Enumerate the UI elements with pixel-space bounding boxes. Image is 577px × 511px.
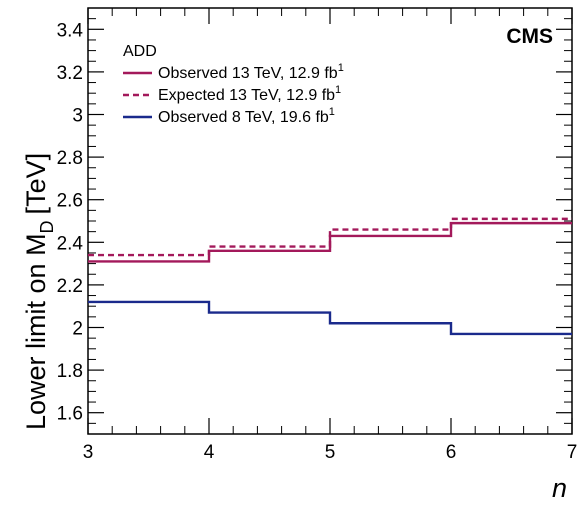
x-tick-label: 7 (567, 442, 577, 463)
y-axis-label: Lower limit on MD [TeV] (21, 153, 57, 430)
legend-entry-1: Expected 13 TeV, 12.9 fb1 (158, 84, 341, 104)
y-tick-label: 3.4 (57, 20, 84, 41)
legend-entry-0: Observed 13 TeV, 12.9 fb1 (158, 62, 344, 82)
series-1-step-line (88, 217, 572, 257)
y-tick-label: 2 (72, 319, 83, 340)
y-tick-label: 3.2 (57, 63, 83, 84)
legend-entry-superscript: 1 (329, 106, 335, 118)
x-tick-label: 3 (83, 442, 94, 463)
y-tick-label: 3 (72, 106, 83, 127)
legend-entry-superscript: 1 (335, 84, 341, 96)
y-axis-label-main: Lower limit on M (21, 233, 51, 430)
x-tick-label: 4 (204, 442, 215, 463)
experiment-label: CMS (506, 25, 553, 48)
legend-entry-name: Expected 13 TeV, 12.9 fb (158, 87, 335, 104)
x-tick-label: 6 (446, 442, 457, 463)
legend-entry-name: Observed 8 TeV, 19.6 fb (158, 109, 329, 126)
legend-entry-superscript: 1 (338, 62, 344, 74)
series-layer (88, 217, 572, 336)
y-tick-label: 2.4 (57, 233, 84, 254)
y-tick-label: 2.2 (57, 276, 83, 297)
y-tick-label: 1.8 (57, 361, 83, 382)
y-tick-label: 2.8 (57, 148, 83, 169)
legend-entry-2: Observed 8 TeV, 19.6 fb1 (158, 106, 335, 126)
y-axis-label-subscript: D (37, 220, 57, 233)
legend-header: ADD (123, 43, 157, 60)
y-axis-label-unit: [TeV] (21, 153, 51, 215)
y-tick-label: 1.6 (57, 404, 83, 425)
legend-entry-name: Observed 13 TeV, 12.9 fb (158, 65, 338, 82)
x-axis-label: n (552, 473, 567, 503)
x-tick-label: 5 (325, 442, 336, 463)
y-tick-label: 2.6 (57, 191, 83, 212)
series-2-step-line (88, 300, 572, 336)
ticks-layer: 3 4 5 6 7 1.6 1.8 2 2.2 2.4 2.6 2.8 3 3.2 3.4 (57, 7, 577, 463)
